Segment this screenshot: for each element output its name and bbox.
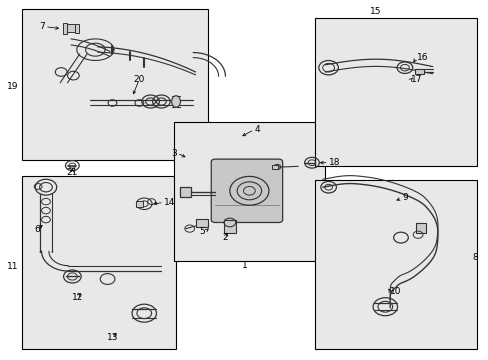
Text: 17: 17 — [410, 76, 422, 85]
Bar — [315, 18, 476, 166]
Bar — [224, 220, 236, 233]
Bar — [22, 9, 207, 160]
Bar — [173, 122, 325, 261]
Text: 6: 6 — [34, 225, 40, 234]
Bar — [195, 219, 207, 227]
Bar — [415, 223, 426, 233]
Text: 14: 14 — [163, 198, 175, 207]
Bar — [66, 24, 75, 32]
Text: 18: 18 — [328, 158, 340, 167]
Text: 3: 3 — [171, 149, 177, 158]
Text: 1: 1 — [241, 261, 247, 270]
Ellipse shape — [171, 96, 180, 107]
Bar — [136, 201, 142, 207]
Text: 7: 7 — [39, 22, 45, 31]
Text: 13: 13 — [106, 333, 118, 342]
Text: 4: 4 — [254, 125, 260, 134]
Text: 20: 20 — [133, 75, 145, 84]
Text: 5: 5 — [199, 227, 205, 236]
Bar — [271, 165, 277, 169]
Text: 21: 21 — [66, 167, 78, 176]
Bar — [315, 180, 476, 349]
Text: 11: 11 — [7, 262, 19, 271]
Bar — [62, 23, 66, 34]
Text: 2: 2 — [222, 233, 227, 242]
Text: 9: 9 — [401, 194, 407, 202]
Text: 16: 16 — [416, 53, 427, 62]
FancyBboxPatch shape — [211, 159, 282, 222]
Bar — [75, 24, 79, 33]
Bar — [414, 69, 424, 74]
Bar — [180, 187, 190, 197]
Bar — [22, 176, 176, 349]
Text: 8: 8 — [471, 253, 477, 262]
Text: 12: 12 — [71, 292, 83, 302]
Text: 10: 10 — [389, 287, 401, 296]
Text: 19: 19 — [7, 82, 19, 91]
Text: 15: 15 — [369, 7, 381, 16]
